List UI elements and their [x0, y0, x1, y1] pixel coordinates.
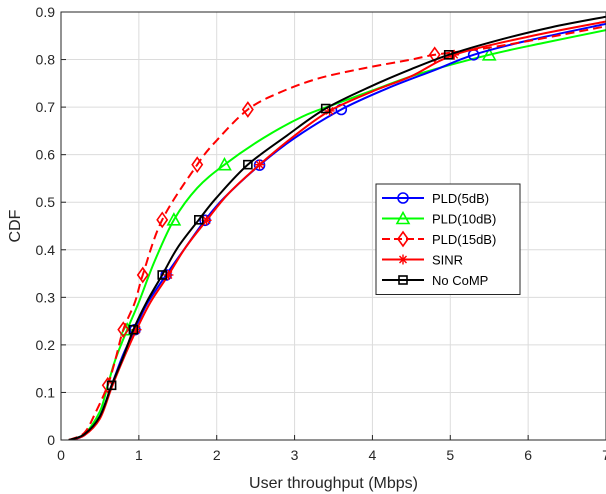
- legend-entry-pld-5db: PLD(5dB): [382, 191, 489, 206]
- legend-entry-no-comp: No CoMP: [382, 273, 488, 288]
- marker-pld-10db: [217, 156, 232, 171]
- legend-marker: [398, 254, 408, 265]
- x-tick-label: 1: [135, 447, 143, 463]
- marker-sinr: [254, 159, 265, 170]
- series-layer: [68, 15, 606, 440]
- marker-no-comp: [443, 49, 454, 60]
- y-tick-label: 0.8: [36, 52, 56, 68]
- legend-marker: [397, 192, 409, 204]
- legend: PLD(5dB) PLD(10dB) PLD(15dB) SINR No CoMP: [375, 183, 521, 295]
- asterisk-stroke: [399, 255, 407, 264]
- marker-sinr: [163, 269, 174, 280]
- y-tick-label: 0.5: [36, 194, 56, 210]
- x-tick-label: 0: [57, 447, 65, 463]
- y-tick-label: 0.2: [36, 337, 56, 353]
- marker-no-comp: [243, 159, 253, 170]
- series-pld-15db: [68, 25, 606, 440]
- marker-pld-15db: [428, 46, 441, 64]
- legend-label: No CoMP: [432, 273, 488, 288]
- marker-pld-15db: [136, 266, 149, 284]
- asterisk-stroke: [255, 160, 264, 169]
- asterisk-stroke: [202, 216, 211, 225]
- marker-no-comp: [128, 324, 139, 335]
- x-tick-label: 7: [602, 447, 606, 463]
- legend-label: PLD(15dB): [432, 232, 496, 247]
- marker-no-comp: [106, 380, 117, 391]
- marker-pld-10db: [481, 47, 497, 61]
- marker-pld-15db: [117, 321, 130, 339]
- y-tick-label: 0.6: [36, 147, 56, 163]
- legend-label: PLD(5dB): [432, 191, 489, 206]
- x-tick-label: 3: [291, 447, 299, 463]
- legend-entry-pld-15db: PLD(15dB): [382, 230, 496, 248]
- x-axis-label: User throughput (Mbps): [249, 475, 418, 492]
- series-no-comp: [68, 15, 606, 440]
- y-tick-label: 0: [47, 432, 55, 448]
- grid-layer: [60, 11, 606, 441]
- legend-entry-pld-10db: PLD(10dB): [382, 210, 496, 227]
- plot-background: [61, 12, 606, 440]
- marker-pld-15db: [191, 156, 204, 174]
- x-tick-label: 4: [369, 447, 377, 463]
- x-tick-label: 2: [213, 447, 221, 463]
- asterisk-stroke: [132, 325, 141, 334]
- legend-marker: [398, 275, 408, 285]
- x-tick-label: 5: [446, 447, 454, 463]
- series-line-pld-15db: [68, 25, 606, 440]
- marker-no-comp: [157, 270, 168, 280]
- marker-pld-15db: [101, 376, 114, 394]
- plot-frame: [60, 11, 606, 441]
- y-axis-label: CDF: [7, 209, 24, 242]
- x-tick-label: 6: [524, 447, 532, 463]
- marker-no-comp: [194, 215, 204, 225]
- marker-no-comp: [320, 103, 331, 114]
- legend-entry-sinr: SINR: [382, 253, 463, 268]
- y-tick-label: 0.9: [36, 4, 56, 20]
- legend-marker: [397, 230, 409, 248]
- marker-pld-15db: [241, 101, 254, 118]
- y-tick-label: 0.1: [36, 384, 56, 400]
- marker-pld-10db: [166, 212, 182, 226]
- legend-label: SINR: [432, 253, 463, 268]
- y-tick-label: 0.3: [36, 289, 56, 305]
- y-tick-label: 0.7: [36, 99, 56, 115]
- y-tick-label: 0.4: [36, 242, 56, 258]
- legend-label: PLD(10dB): [432, 212, 496, 227]
- legend-marker: [395, 210, 411, 225]
- tick-layer: 0 1 2 3 4 5 6 7 0 0.1 0.2 0.3 0.4 0.5 0.6 0.7 0.8 0.9: [36, 4, 606, 463]
- marker-pld-15db: [156, 211, 169, 229]
